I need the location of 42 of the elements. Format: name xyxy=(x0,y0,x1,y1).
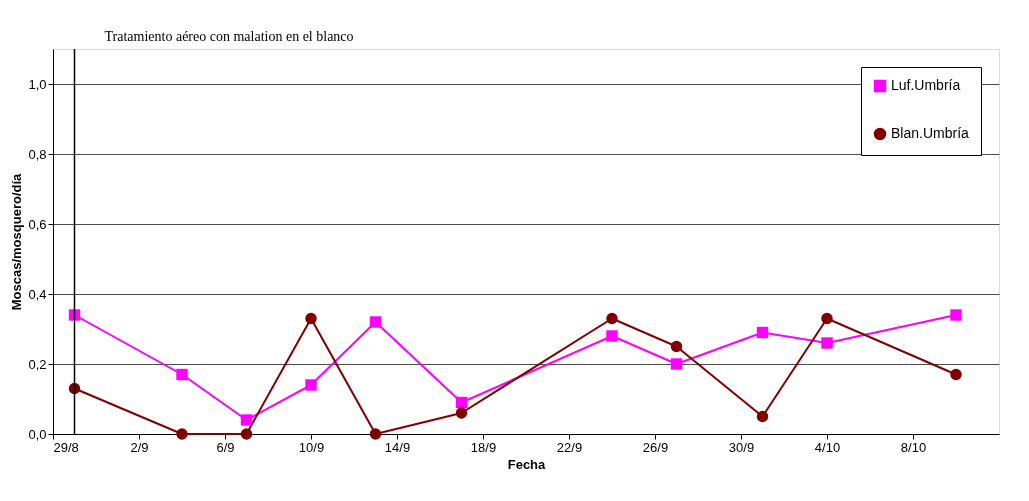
x-tick-label: 4/10 xyxy=(814,439,841,455)
point xyxy=(821,312,833,325)
point xyxy=(176,368,188,381)
point xyxy=(950,368,962,381)
x-tick-label: 26/9 xyxy=(642,439,669,455)
x-tick-label: 6/9 xyxy=(216,439,235,455)
x-tick-label: 8/10 xyxy=(900,439,927,455)
point xyxy=(455,396,468,409)
point xyxy=(606,312,618,325)
x-axis-title: Fecha xyxy=(507,456,547,472)
legend-label: Blan.Umbría xyxy=(891,125,970,141)
point xyxy=(606,330,618,342)
point xyxy=(756,326,769,339)
y-tick-label: 0,4 xyxy=(28,286,47,302)
x-tick-label: 30/9 xyxy=(728,439,755,455)
point xyxy=(240,428,253,440)
point xyxy=(455,407,468,419)
point xyxy=(369,316,382,328)
y-tick-label: 1,0 xyxy=(28,76,47,92)
x-tick-label: 10/9 xyxy=(298,439,325,455)
point xyxy=(240,414,253,426)
x-tick-label: 2/9 xyxy=(130,439,149,455)
y-tick-label: 0,8 xyxy=(28,146,47,162)
point xyxy=(305,379,317,391)
x-tick-label: 22/9 xyxy=(556,439,583,455)
point xyxy=(821,337,833,349)
y-axis-title: Moscas/mosquero/día xyxy=(9,172,25,311)
legend-label: Luf.Umbría xyxy=(891,77,961,93)
y-tick-label: 0,6 xyxy=(28,216,47,232)
x-tick-label: 14/9 xyxy=(384,439,411,455)
point xyxy=(756,410,769,423)
y-tick-label: 0,2 xyxy=(28,356,47,372)
point xyxy=(305,312,317,325)
point xyxy=(176,428,188,440)
ref-line-label: Tratamiento aéreo con malation en el blanco xyxy=(104,29,354,44)
point xyxy=(670,358,683,370)
y-tick-label: 0,0 xyxy=(28,426,47,442)
point xyxy=(369,428,382,440)
point xyxy=(670,340,683,353)
x-tick-label: 18/9 xyxy=(470,439,497,455)
x-tick-label: 29/8 xyxy=(53,439,79,455)
point xyxy=(950,309,962,321)
